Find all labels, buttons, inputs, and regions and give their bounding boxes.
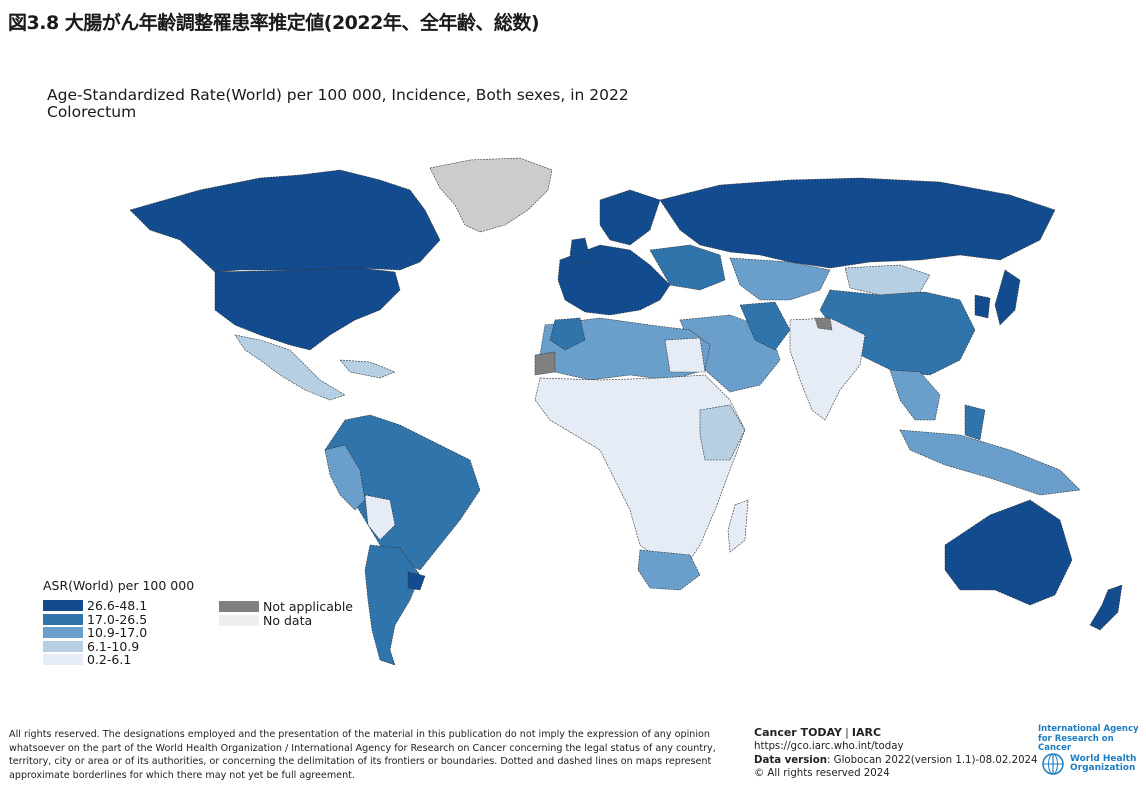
region-australia: [944, 499, 1073, 606]
region-mexico: [234, 334, 346, 401]
legend-label: 0.2-6.1: [87, 652, 132, 668]
legend-label: 6.1-10.9: [87, 638, 140, 654]
legend-item-no-data: No data: [219, 612, 353, 628]
iarc-line1: International Agency: [1038, 724, 1139, 734]
region-se-asia: [889, 369, 941, 421]
region-philippines: [964, 404, 986, 441]
legend-swatch: [43, 654, 83, 666]
source-url[interactable]: https://gco.iarc.who.int/today: [754, 741, 904, 753]
region-argentina-chile: [364, 544, 421, 666]
legend-label: 17.0-26.5: [87, 611, 148, 627]
map-title: Age-Standardized Rate(World) per 100 000…: [47, 87, 629, 121]
region-europe-west: [557, 244, 671, 316]
region-kashmir: [814, 317, 833, 331]
who-org-text: World Health Organization: [1070, 753, 1137, 774]
region-indonesia: [899, 429, 1081, 496]
region-peru-bolivia: [324, 444, 366, 511]
region-uruguay: [407, 571, 426, 591]
legend-label: No data: [263, 612, 313, 628]
legend-swatch: [43, 640, 83, 652]
legend-label: 10.9-17.0: [87, 625, 148, 641]
region-greenland: [429, 157, 553, 233]
map-title-line1: Age-Standardized Rate(World) per 100 000…: [47, 86, 629, 104]
legend-extra: Not applicable No data: [219, 598, 353, 628]
copyright: © All rights reserved 2024: [754, 768, 890, 780]
legend: ASR(World) per 100 000 26.6-48.1 17.0-26…: [43, 578, 194, 667]
region-egypt: [664, 337, 706, 373]
legend-item-not-applicable: Not applicable: [219, 598, 353, 614]
region-india: [789, 317, 866, 421]
legend-item: 10.9-17.0: [43, 625, 194, 641]
region-south-africa: [637, 549, 701, 591]
version-value: : Globocan 2022(version 1.1)-08.02.2024: [827, 754, 1038, 766]
who-line2: Organization: [1070, 763, 1136, 773]
region-uk: [569, 237, 591, 266]
iarc-line2: for Research on Cancer: [1038, 733, 1114, 753]
region-usa: [214, 267, 401, 351]
source-brand: Cancer TODAY: [754, 726, 842, 739]
source-separator: |: [845, 728, 849, 739]
map-title-line2: Colorectum: [47, 103, 137, 121]
who-emblem-icon: [1042, 753, 1064, 775]
region-scandinavia: [599, 189, 661, 246]
who-logo: World Health Organization: [1040, 752, 1136, 776]
region-mongolia: [844, 264, 931, 296]
figure-title: 図3.8 大腸がん年齢調整罹患率推定値(2022年、全年齢、総数): [8, 12, 540, 34]
region-canada: [129, 169, 441, 273]
legend-swatch: [219, 614, 259, 626]
version-label: Data version: [754, 754, 828, 766]
source-org: IARC: [851, 726, 882, 739]
region-madagascar: [727, 499, 749, 553]
who-line1: World Health: [1070, 753, 1137, 764]
legend-item: 17.0-26.5: [43, 611, 194, 627]
legend-item: 6.1-10.9: [43, 638, 194, 654]
region-caribbean: [339, 359, 396, 379]
region-new-zealand: [1089, 584, 1123, 631]
region-east-africa: [699, 404, 746, 461]
region-russia: [659, 177, 1056, 269]
disclaimer: All rights reserved. The designations em…: [9, 729, 716, 781]
legend-label: 26.6-48.1: [87, 598, 148, 614]
legend-label: Not applicable: [263, 598, 353, 614]
legend-swatch: [43, 613, 83, 625]
region-eastern-europe: [649, 244, 726, 291]
region-morocco: [549, 317, 586, 351]
legend-item: 0.2-6.1: [43, 652, 194, 668]
legend-item: 26.6-48.1: [43, 598, 194, 614]
region-korea: [974, 294, 991, 319]
region-bolivia: [364, 494, 396, 541]
region-iran: [739, 301, 791, 351]
region-western-sahara: [534, 351, 556, 376]
source-block: Cancer TODAY | IARC https://gco.iarc.who…: [754, 726, 1038, 781]
region-kazakhstan: [729, 257, 831, 301]
region-japan: [994, 269, 1021, 326]
legend-title: ASR(World) per 100 000: [43, 578, 195, 593]
iarc-logo-text: International Agency for Research on Can…: [1038, 724, 1146, 754]
legend-swatch: [219, 600, 259, 612]
region-sub-saharan-africa: [534, 374, 746, 561]
legend-swatch: [43, 627, 83, 639]
legend-swatch: [43, 600, 83, 612]
